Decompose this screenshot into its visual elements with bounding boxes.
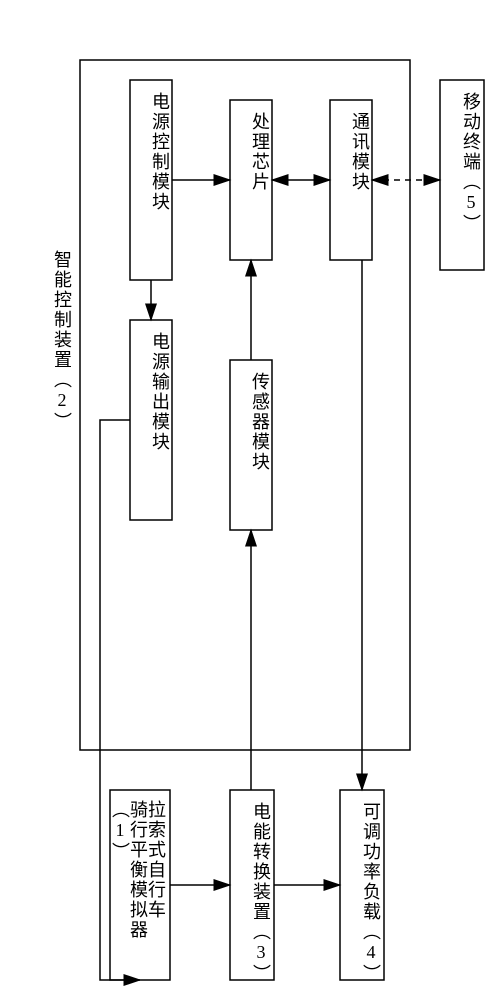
node-label-power_out: 电源输出模块 xyxy=(150,332,170,452)
node-label-simulator-1: 骑行平衡模拟器 xyxy=(128,800,148,940)
node-label-terminal: 移动终端（5） xyxy=(461,92,481,234)
node-label-power_ctrl: 电源控制模块 xyxy=(150,92,170,212)
node-label-simulator-2: （1） xyxy=(110,800,130,862)
node-label-converter: 电能转换装置（3） xyxy=(251,802,271,984)
diagram-canvas: 智能控制装置（2） 电源控制模块 处理芯片 通讯模块电源输出模块 传感器模块拉索式自行… xyxy=(0,0,504,1000)
node-label-comm: 通讯模块 xyxy=(350,112,370,192)
container-label: 智能控制装置（2） xyxy=(52,250,72,432)
node-label-simulator-0: 拉索式自行车 xyxy=(146,800,166,920)
node-label-processor: 处理芯片 xyxy=(250,112,270,192)
node-label-load: 可调功率负载（4） xyxy=(361,802,381,984)
node-label-sensor: 传感器模块 xyxy=(250,372,270,472)
